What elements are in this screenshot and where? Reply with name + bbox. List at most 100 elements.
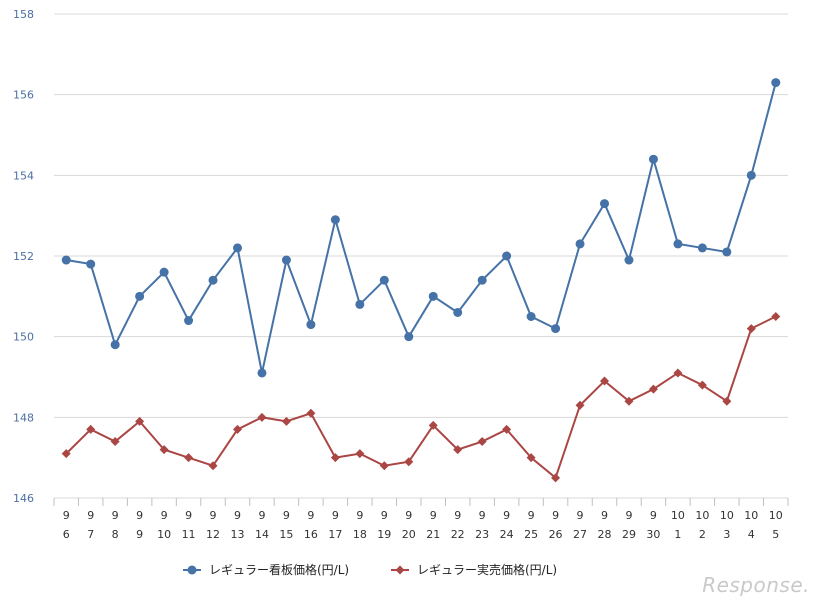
x-tick-month-2: 9 [112, 509, 119, 522]
x-tick-day-13: 19 [377, 528, 391, 541]
series-1-point-4 [159, 445, 169, 455]
x-tick-day-10: 16 [304, 528, 318, 541]
y-tick-label-150: 150 [13, 331, 34, 344]
x-tick-month-15: 9 [430, 509, 437, 522]
series-0-point-16 [453, 307, 463, 317]
x-tick-month-28: 10 [744, 509, 758, 522]
series-group [61, 78, 781, 483]
x-tick-day-9: 15 [279, 528, 293, 541]
x-tick-day-3: 9 [136, 528, 143, 541]
series-1-point-9 [281, 416, 291, 426]
series-0-point-1 [86, 259, 96, 269]
x-tick-day-1: 7 [87, 528, 94, 541]
series-1-point-27 [722, 396, 732, 406]
series-1-point-24 [648, 384, 658, 394]
series-1-point-7 [233, 424, 242, 434]
response-watermark-logo: Response. [702, 573, 810, 597]
x-tick-day-7: 13 [231, 528, 245, 541]
series-1-point-14 [404, 457, 414, 467]
x-tick-day-27: 3 [723, 528, 730, 541]
legend-label-1: レギュラー実売価格(円/L) [417, 562, 557, 577]
series-1-point-3 [135, 416, 145, 426]
series-1-point-25 [673, 368, 683, 378]
series-1-point-15 [428, 420, 438, 430]
series-1-point-2 [110, 437, 120, 447]
series-1-point-12 [355, 449, 365, 459]
x-tick-month-7: 9 [234, 509, 241, 522]
series-1-point-19 [526, 453, 536, 463]
series-0-point-8 [257, 368, 267, 378]
series-0-point-11 [330, 215, 340, 225]
x-tick-day-19: 25 [524, 528, 538, 541]
y-axis-ticks: 146 148 150 152 154 156 158 [13, 8, 34, 505]
series-0-point-6 [208, 275, 218, 285]
x-tick-day-24: 30 [646, 528, 660, 541]
y-tick-label-146: 146 [13, 492, 34, 505]
x-tick-month-14: 9 [405, 509, 412, 522]
series-1-point-22 [600, 376, 609, 386]
series-0-point-28 [746, 170, 756, 180]
x-tick-day-5: 11 [182, 528, 196, 541]
series-0-point-0 [61, 255, 71, 265]
x-tick-month-16: 9 [454, 509, 461, 522]
x-tick-month-0: 9 [63, 509, 70, 522]
x-tick-day-18: 24 [500, 528, 514, 541]
x-tick-month-19: 9 [528, 509, 535, 522]
series-1-point-21 [575, 400, 585, 410]
x-tick-month-25: 10 [671, 509, 685, 522]
x-tick-day-28: 4 [748, 528, 755, 541]
series-0-point-18 [502, 251, 512, 261]
x-tick-day-26: 2 [699, 528, 706, 541]
legend-marker-0 [187, 565, 197, 575]
x-tick-month-1: 9 [87, 509, 94, 522]
series-1-point-16 [453, 445, 463, 455]
series-1-point-29 [771, 312, 781, 321]
x-axis: 9697989991091191291391491591691791891992… [53, 498, 789, 541]
x-tick-day-11: 17 [328, 528, 342, 541]
series-1-point-10 [306, 408, 316, 418]
x-tick-month-8: 9 [258, 509, 265, 522]
series-line-1 [65, 315, 777, 480]
x-tick-day-12: 18 [353, 528, 367, 541]
x-tick-month-22: 9 [601, 509, 608, 522]
x-tick-month-11: 9 [332, 509, 339, 522]
series-0-point-27 [722, 247, 732, 257]
series-0-point-29 [771, 78, 781, 88]
legend-label-0: レギュラー看板価格(円/L) [209, 562, 349, 577]
series-0-point-25 [673, 239, 683, 249]
series-0-point-15 [428, 291, 438, 301]
series-1-point-28 [746, 324, 756, 334]
x-tick-day-2: 8 [112, 528, 119, 541]
x-tick-month-21: 9 [577, 509, 584, 522]
x-tick-month-20: 9 [552, 509, 559, 522]
x-tick-day-21: 27 [573, 528, 587, 541]
x-tick-day-23: 29 [622, 528, 636, 541]
x-tick-month-3: 9 [136, 509, 143, 522]
x-tick-day-17: 23 [475, 528, 489, 541]
x-tick-month-5: 9 [185, 509, 192, 522]
series-1-point-0 [61, 449, 71, 459]
x-tick-day-22: 28 [598, 528, 612, 541]
series-0-point-7 [233, 243, 242, 253]
series-line-0 [66, 82, 777, 374]
x-tick-month-29: 10 [769, 509, 783, 522]
series-1-point-20 [551, 473, 561, 483]
series-0-point-13 [379, 275, 389, 285]
y-tick-label-152: 152 [13, 250, 34, 263]
x-tick-day-20: 26 [549, 528, 563, 541]
x-tick-month-13: 9 [381, 509, 388, 522]
y-tick-label-154: 154 [13, 169, 34, 182]
x-tick-day-4: 10 [157, 528, 171, 541]
series-0-point-17 [477, 275, 487, 285]
x-tick-day-6: 12 [206, 528, 220, 541]
series-1-point-17 [477, 437, 487, 447]
x-tick-day-16: 22 [451, 528, 465, 541]
series-0-point-5 [184, 316, 194, 326]
series-0-point-26 [697, 243, 707, 253]
x-tick-month-18: 9 [503, 509, 510, 522]
series-0-point-4 [159, 267, 169, 277]
series-1-point-5 [184, 453, 194, 463]
series-0-point-23 [624, 255, 634, 265]
y-tick-label-156: 156 [13, 89, 34, 102]
